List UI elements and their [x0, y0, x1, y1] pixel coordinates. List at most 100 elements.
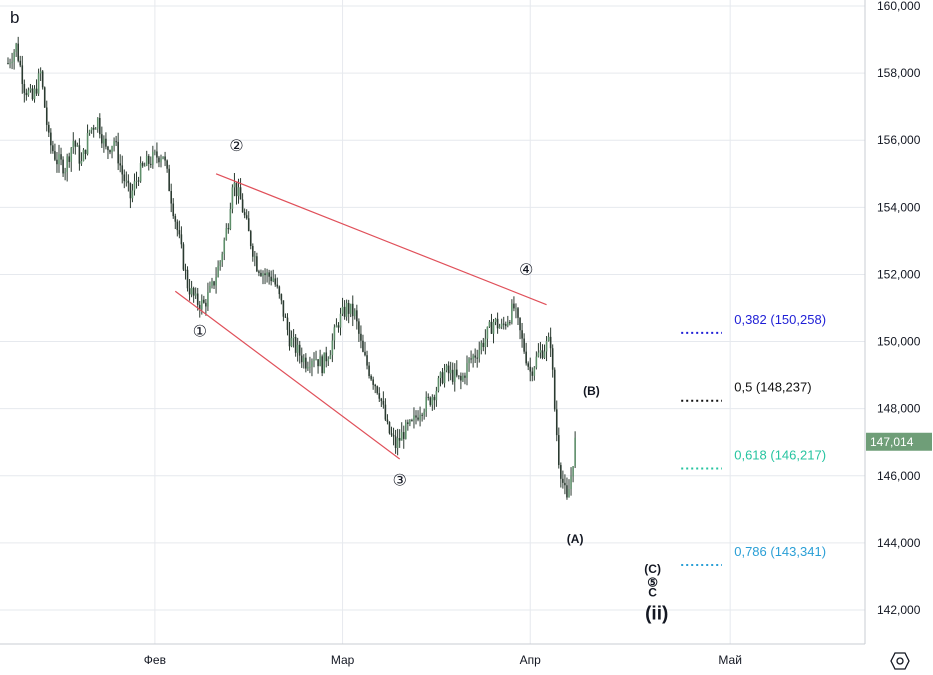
- wave-label: C: [648, 586, 657, 600]
- candle-body: [292, 337, 295, 339]
- candle-body: [398, 437, 401, 441]
- last-price-label: 147,014: [870, 435, 914, 449]
- candle-body: [245, 215, 248, 219]
- candle-body: [435, 390, 438, 401]
- candle-body: [507, 322, 509, 326]
- candle-body: [190, 288, 193, 295]
- candle-body: [307, 366, 309, 369]
- candle-body: [331, 340, 334, 356]
- candle-body: [37, 73, 40, 94]
- fib-level-label: 0,618 (146,217): [734, 447, 826, 462]
- candle-body: [162, 156, 164, 159]
- candle-body: [168, 168, 170, 192]
- candle-body: [354, 310, 356, 317]
- candle-body: [247, 218, 250, 232]
- candle-body: [211, 281, 213, 286]
- candle-body: [147, 156, 150, 164]
- candle-body: [523, 338, 525, 352]
- y-tick-label: 160,000: [877, 0, 921, 13]
- candle-body: [31, 88, 34, 100]
- candle-body: [490, 321, 493, 334]
- candle-body: [439, 372, 442, 379]
- candle-body: [262, 273, 264, 276]
- price-axis[interactable]: 142,000 144,000 146,000 148,000 150,000 152,0…: [866, 0, 932, 617]
- candle-body: [231, 187, 234, 209]
- candle-body: [313, 359, 315, 361]
- candle-body: [319, 356, 321, 367]
- candle-body: [529, 366, 532, 372]
- candle-body: [78, 145, 81, 164]
- candle-body: [553, 369, 556, 410]
- candle-body: [74, 140, 77, 147]
- candle-body: [533, 367, 536, 376]
- candle-body: [300, 355, 303, 363]
- candle-body: [445, 365, 448, 371]
- candle-body: [547, 336, 550, 341]
- candle-body: [84, 149, 87, 154]
- candle-body: [431, 396, 434, 405]
- candle-body: [154, 151, 156, 153]
- candle-body: [143, 165, 146, 167]
- candle-body: [141, 163, 144, 166]
- candle-body: [29, 88, 32, 91]
- candle-body: [400, 432, 403, 441]
- candle-body: [164, 156, 166, 161]
- candle-body: [229, 208, 232, 230]
- candle-body: [213, 281, 215, 286]
- chart-grid: [0, 0, 865, 644]
- candle-body: [388, 421, 391, 434]
- candle-body: [511, 303, 513, 323]
- candle-body: [364, 351, 366, 356]
- candle-body: [470, 358, 472, 360]
- candle-body: [394, 436, 397, 449]
- candle-body: [343, 306, 346, 317]
- candle-body: [366, 355, 368, 366]
- candle-body: [115, 141, 117, 143]
- chart-settings-button[interactable]: [890, 652, 910, 670]
- candle-body: [184, 269, 187, 271]
- candle-body: [13, 51, 15, 62]
- x-tick-label: Фев: [144, 653, 166, 667]
- candle-body: [568, 489, 570, 498]
- candle-body: [374, 384, 376, 387]
- fibonacci-levels: 0,382 (150,258) 0,5 (148,237) 0,618 (146,2…: [681, 312, 826, 567]
- candle-body: [52, 145, 54, 152]
- candle-body: [174, 216, 177, 222]
- candle-body: [564, 482, 566, 486]
- candle-body: [290, 338, 293, 347]
- candle-body: [427, 396, 430, 398]
- candle-body: [107, 146, 109, 151]
- candle-body: [25, 92, 28, 96]
- candle-body: [129, 183, 132, 199]
- candle-body: [525, 351, 527, 364]
- candle-body: [94, 128, 97, 130]
- candle-body: [276, 284, 279, 287]
- candle-body: [209, 285, 211, 292]
- time-axis[interactable]: Фев Мар Апр Май: [144, 653, 742, 667]
- candle-body: [88, 130, 91, 133]
- candle-body: [478, 349, 481, 359]
- candle-body: [329, 355, 332, 359]
- candle-body: [266, 272, 268, 276]
- x-tick-label: Май: [718, 653, 742, 667]
- candle-body: [425, 396, 427, 412]
- candle-body: [23, 84, 26, 93]
- candle-body: [380, 398, 383, 401]
- candle-body: [9, 63, 11, 65]
- candle-body: [480, 342, 483, 350]
- candle-body: [349, 303, 352, 314]
- candle-body: [48, 124, 50, 133]
- candle-body: [315, 359, 317, 361]
- candle-body: [66, 156, 68, 172]
- candle-body: [90, 127, 93, 131]
- candle-body: [282, 300, 285, 317]
- candle-body: [335, 325, 338, 328]
- candle-body: [572, 466, 574, 477]
- candle-body: [64, 171, 66, 174]
- candle-body: [223, 239, 226, 255]
- candle-body: [158, 157, 160, 163]
- candle-body: [260, 272, 262, 276]
- candle-body: [152, 151, 154, 165]
- candle-body: [407, 422, 409, 425]
